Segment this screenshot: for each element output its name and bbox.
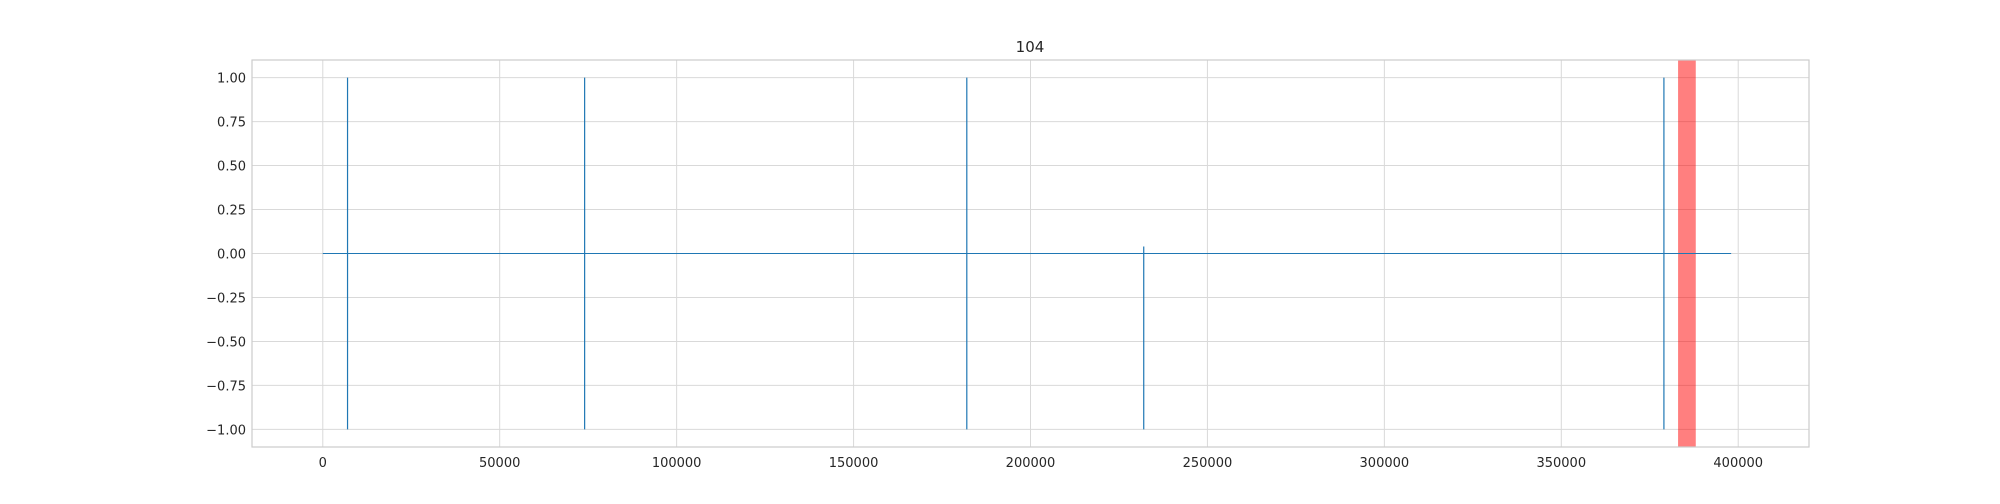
y-tick-label: 0.00 [217, 248, 246, 263]
y-tick-label: −0.50 [206, 335, 246, 350]
x-tick-label: 250000 [1183, 456, 1233, 471]
x-tick-label: 350000 [1536, 456, 1586, 471]
y-tick-label: −1.00 [206, 423, 246, 438]
x-tick-label: 100000 [652, 456, 702, 471]
y-tick-label: −0.25 [206, 291, 246, 306]
chart-title: 104 [1016, 38, 1045, 56]
series-layer [322, 77, 1732, 430]
x-tick-label: 50000 [479, 456, 520, 471]
x-tick-label: 0 [319, 456, 327, 471]
plot-frame [251, 59, 1810, 448]
y-tick-label: 0.75 [217, 116, 246, 131]
y-tick-label: 0.25 [217, 204, 246, 219]
y-tick-label: 1.00 [217, 72, 246, 87]
y-tick-label: −0.75 [206, 379, 246, 394]
x-tick-label: 300000 [1360, 456, 1410, 471]
y-tick-label: 0.50 [217, 160, 246, 175]
x-tick-label: 200000 [1006, 456, 1056, 471]
x-tick-label: 150000 [829, 456, 879, 471]
y-axis-ticks: 1.00 0.75 0.50 0.25 0.00 −0.25 −0.50 −0.75 −1.00 [206, 72, 246, 439]
x-axis-ticks: 0 50000 100000 150000 200000 250000 300000 3500… [319, 456, 1763, 471]
x-tick-label: 400000 [1713, 456, 1763, 471]
